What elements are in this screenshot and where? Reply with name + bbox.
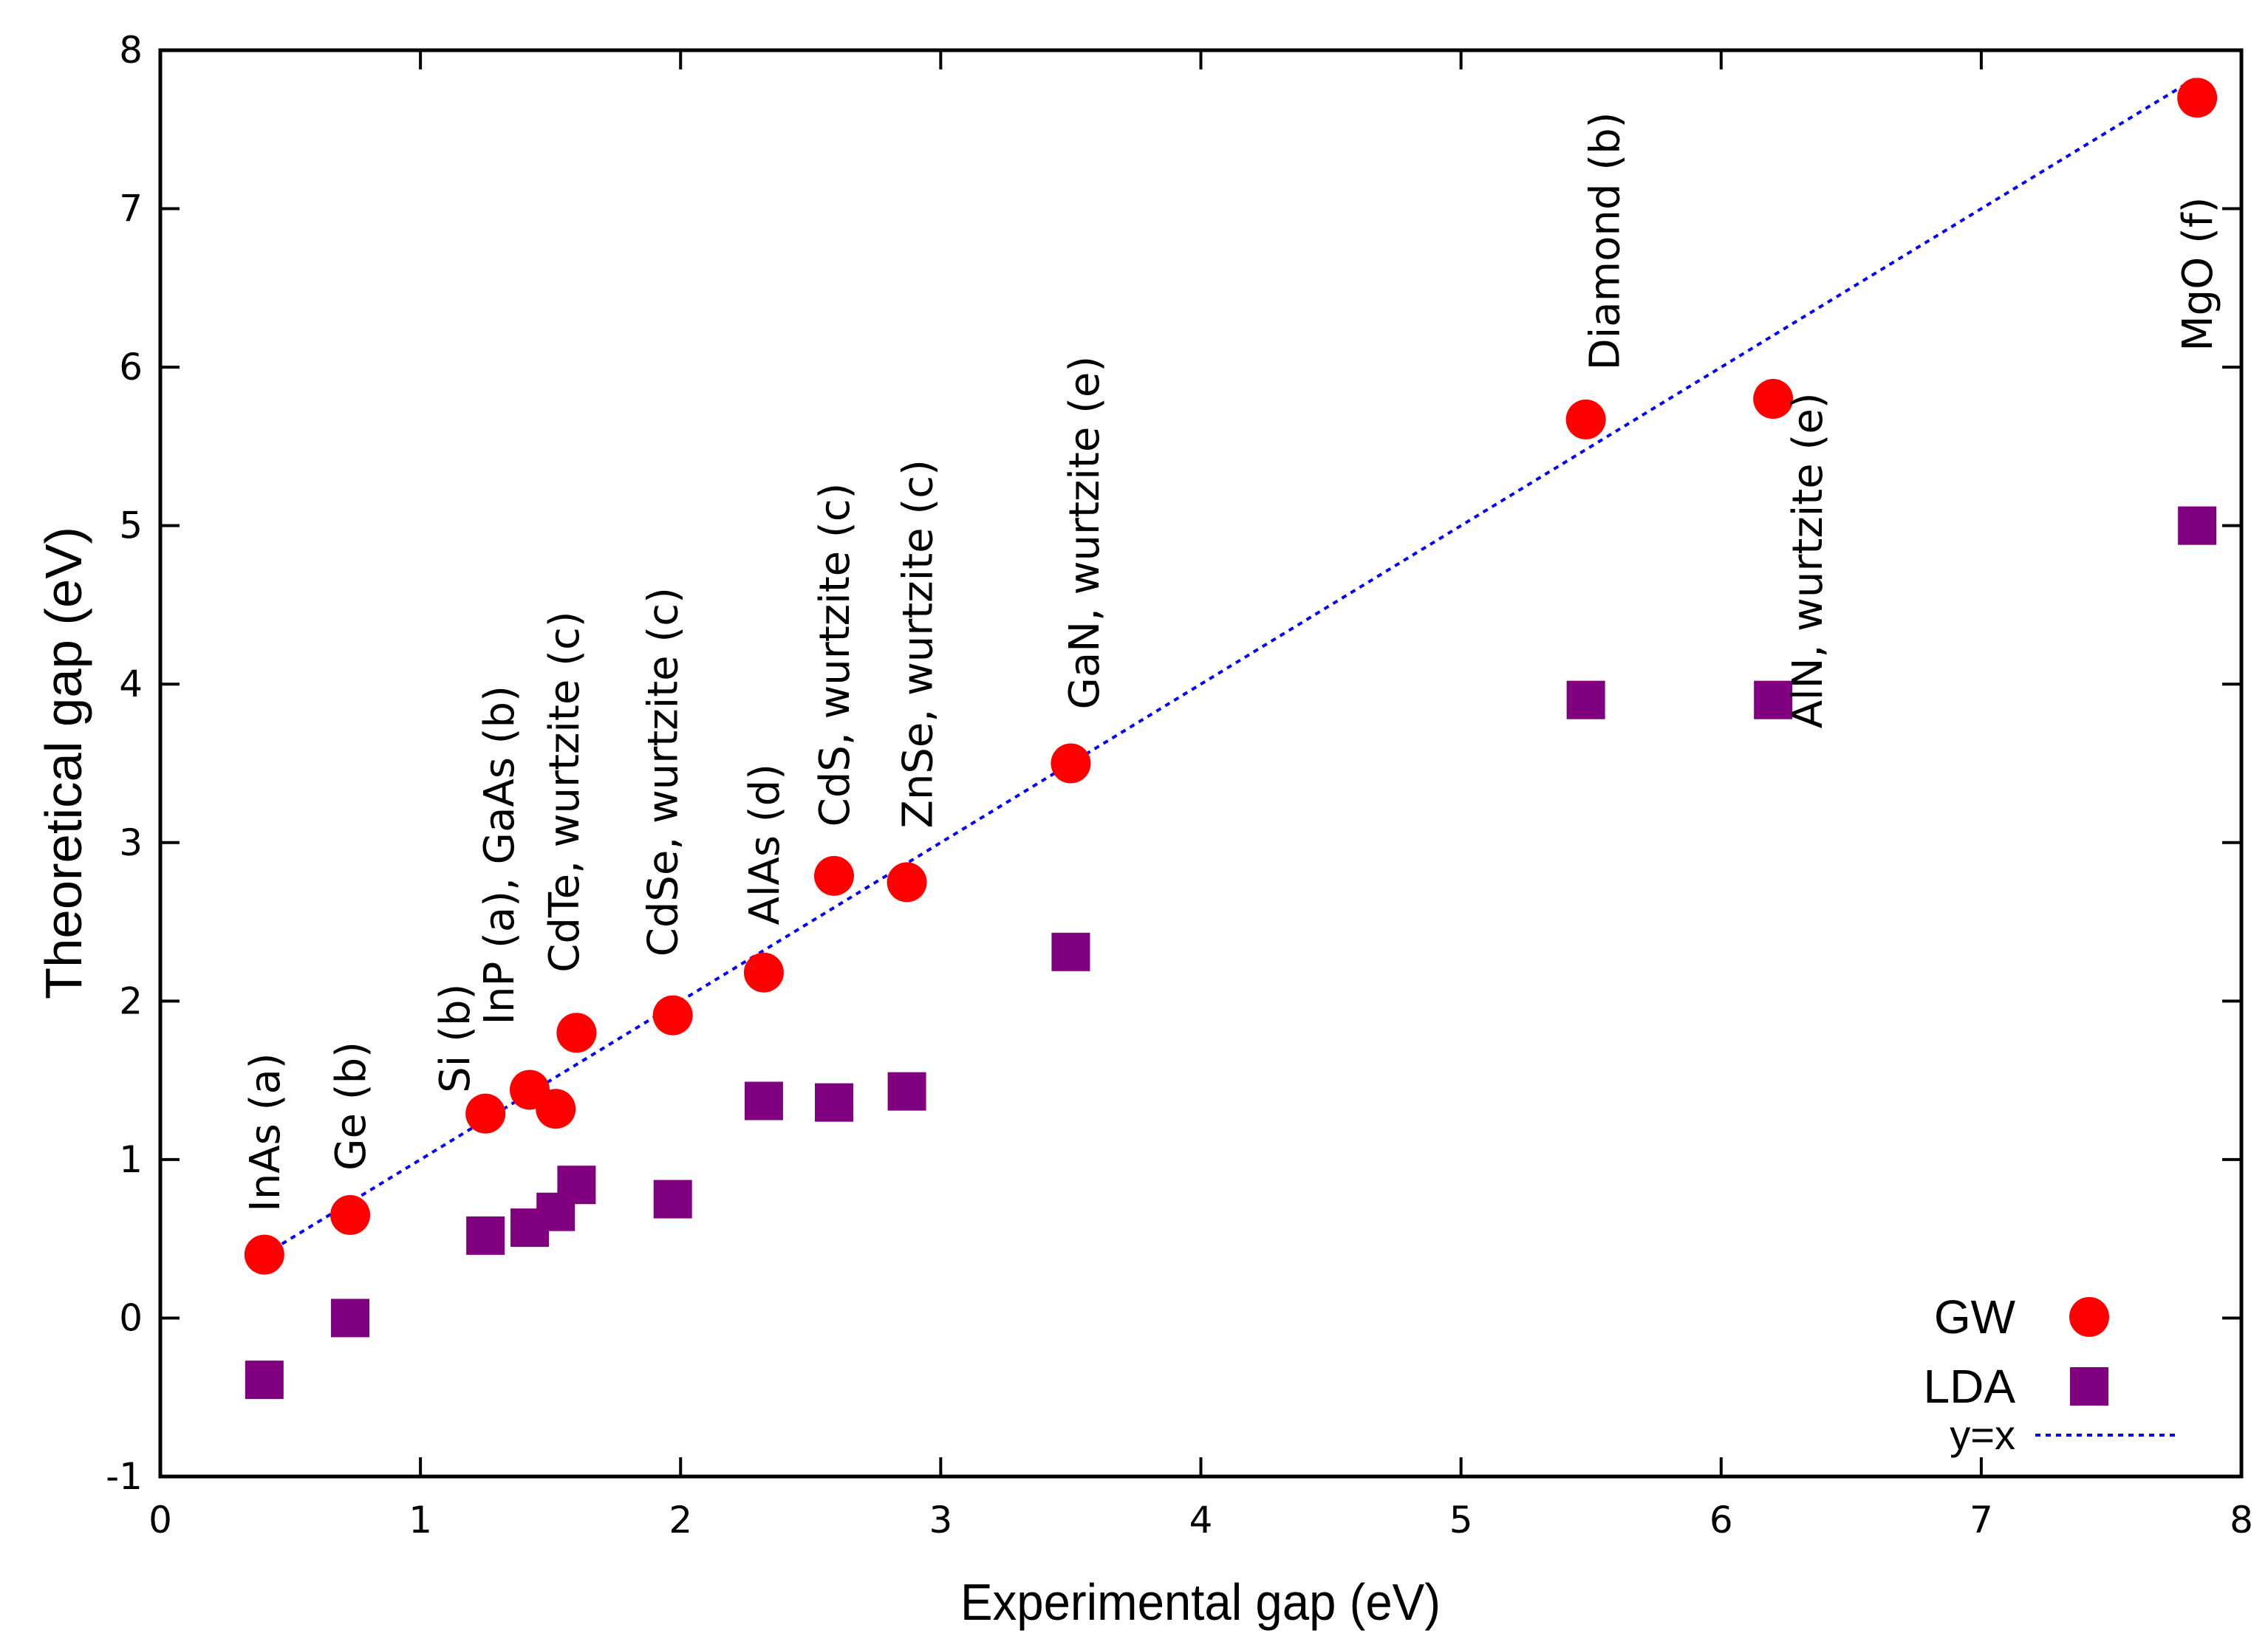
data-markers <box>244 78 2218 1400</box>
material-annotations: InAs (a) Ge (b) Si (b)InP (a), GaAs (b) CdT… <box>242 112 2222 1212</box>
x-tick-label: 0 <box>148 1499 172 1542</box>
x-tick-label: 5 <box>1449 1499 1473 1542</box>
lda-point <box>1566 680 1605 719</box>
y-tick-label: 4 <box>119 663 143 705</box>
gw-point <box>743 952 784 993</box>
y-tick-label: 3 <box>119 821 143 864</box>
legend-label-lda: LDA <box>1924 1360 2016 1413</box>
gw-point <box>330 1194 371 1235</box>
gw-point <box>465 1093 506 1134</box>
annotation-label: Si (b) <box>431 984 479 1093</box>
gw-point <box>887 862 927 903</box>
annotation-label: InP (a), GaAs (b) <box>476 685 524 1024</box>
lda-point <box>1051 932 1090 971</box>
y-axis-title: Theoretical gap (eV) <box>35 527 92 999</box>
annotation-label: InAs (a) <box>242 1053 290 1211</box>
lda-point <box>887 1072 926 1111</box>
annotation-label: ZnSe, wurtzite (c) <box>895 459 943 828</box>
gw-point <box>556 1013 597 1053</box>
annotation-label: CdTe, wurtzite (c) <box>541 611 589 972</box>
lda-point <box>744 1081 783 1120</box>
lda-point <box>466 1216 505 1255</box>
legend-label-line: y=x <box>1950 1412 2015 1458</box>
y-tick-label: 5 <box>119 504 143 547</box>
x-axis-title: Experimental gap (eV) <box>960 1573 1441 1631</box>
gw-point <box>652 995 693 1036</box>
x-tick-label: 1 <box>409 1499 432 1542</box>
identity-line-segment <box>263 75 2199 1256</box>
y-tick-label: -1 <box>106 1455 143 1498</box>
y-tick-label: 0 <box>119 1296 143 1339</box>
legend-marker-gw <box>2069 1297 2109 1337</box>
annotation-label: Ge (b) <box>327 1041 375 1171</box>
gw-point <box>244 1234 284 1275</box>
y-tick-label: 7 <box>119 188 143 230</box>
gw-point <box>536 1089 576 1129</box>
annotation-label: AlN, wurtzite (e) <box>1784 392 1832 728</box>
lda-point <box>1754 680 1793 719</box>
lda-point <box>331 1298 370 1338</box>
annotation-label: Diamond (b) <box>1581 112 1629 371</box>
y-tick-label: 6 <box>119 346 143 389</box>
y-tick-label: 8 <box>119 29 143 72</box>
x-tick-label: 4 <box>1189 1499 1213 1542</box>
x-tick-label: 7 <box>1970 1499 1993 1542</box>
lda-point <box>653 1180 692 1219</box>
identity-line <box>263 75 2199 1256</box>
x-tick-label: 8 <box>2230 1499 2253 1542</box>
y-tick-label: 1 <box>119 1138 143 1181</box>
gw-point <box>2177 78 2218 118</box>
x-tick-label: 2 <box>669 1499 692 1542</box>
x-tick-label: 6 <box>1709 1499 1733 1542</box>
lda-point <box>815 1083 854 1122</box>
gw-point <box>814 855 855 896</box>
lda-point <box>245 1361 284 1400</box>
x-tick-label: 3 <box>929 1499 952 1542</box>
annotation-label: AlAs (d) <box>741 764 789 925</box>
lda-point <box>2178 506 2217 545</box>
annotation-label: MgO (f) <box>2174 196 2222 351</box>
legend-marker-lda <box>2070 1367 2108 1406</box>
gw-point <box>1565 399 1606 439</box>
plot-frame <box>158 48 2244 1479</box>
lda-point <box>557 1166 596 1205</box>
y-tick-label: 2 <box>119 979 143 1022</box>
gw-point <box>1051 743 1091 784</box>
y-axis-ticks: -1 0 1 2 3 4 5 6 7 8 <box>106 29 2241 1498</box>
annotation-label: CdSe, wurtzite (c) <box>640 587 688 957</box>
legend-label-gw: GW <box>1934 1290 2016 1344</box>
annotation-label: CdS, wurtzite (c) <box>811 483 859 827</box>
gw-point <box>1753 379 1794 420</box>
annotation-label: GaN, wurtzite (e) <box>1061 356 1109 710</box>
